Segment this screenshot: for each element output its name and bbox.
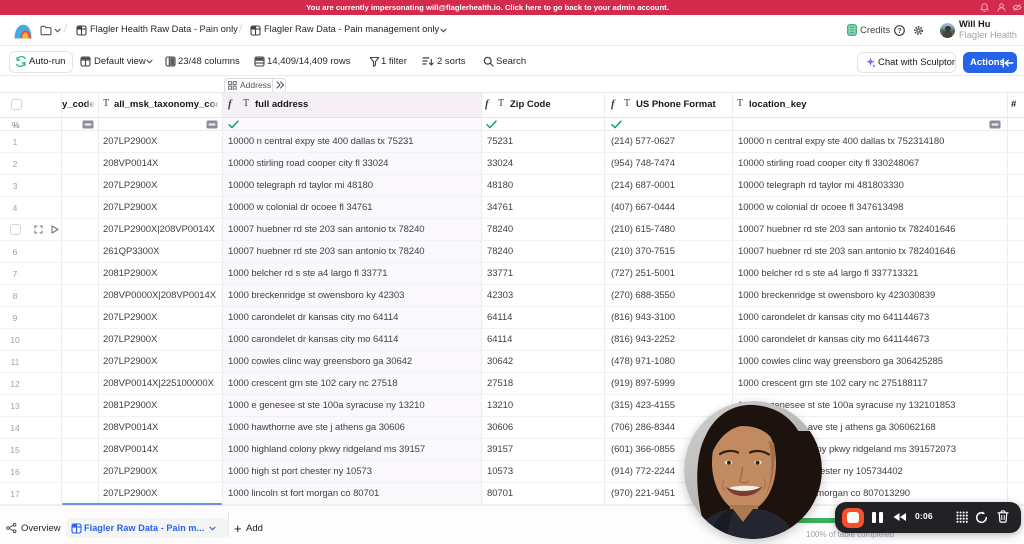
svg-text:?: ? — [897, 28, 901, 35]
